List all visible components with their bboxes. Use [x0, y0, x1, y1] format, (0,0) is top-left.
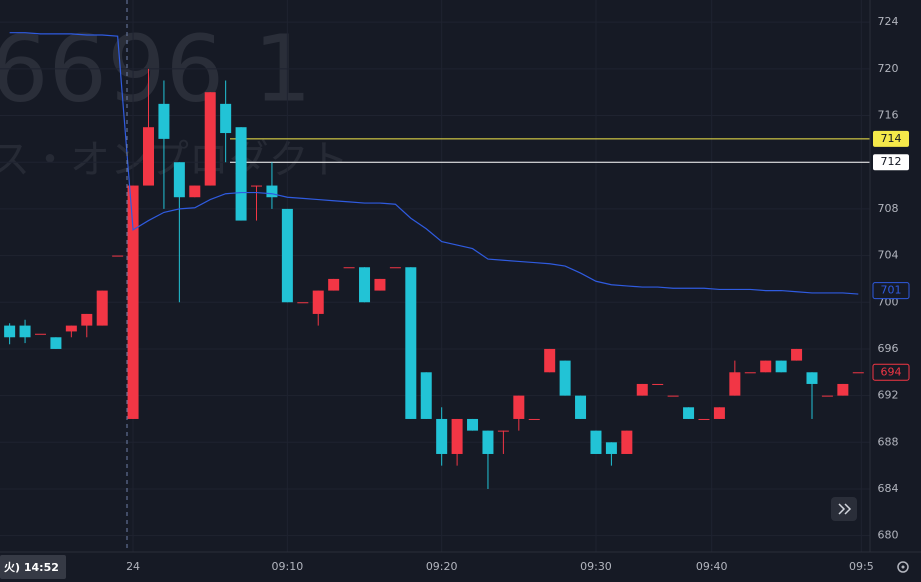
candle-body — [497, 430, 509, 432]
candle-body — [328, 278, 340, 291]
candle-body — [4, 325, 16, 338]
candle-body — [852, 372, 864, 374]
candle-body — [729, 372, 741, 396]
candle-body — [791, 348, 803, 361]
last-label: 694 — [881, 365, 902, 378]
y-tick-label: 704 — [878, 249, 899, 262]
price-label-box — [873, 130, 909, 147]
candle-body — [112, 255, 124, 257]
crosshair-time: 火) 14:52 — [4, 561, 59, 574]
candle-body — [713, 407, 725, 419]
price-label: 714 — [881, 132, 902, 145]
scroll-button[interactable] — [831, 497, 857, 521]
y-tick-label: 688 — [878, 435, 899, 448]
candle-body — [405, 267, 417, 419]
price-label-box — [873, 154, 909, 171]
plot — [4, 32, 870, 489]
candle-body — [683, 407, 695, 419]
candle-body — [359, 267, 371, 303]
candle-body — [50, 337, 62, 349]
candle-body — [744, 372, 756, 374]
candle-body — [374, 278, 386, 291]
candle-body — [297, 302, 309, 304]
candle-body — [220, 103, 232, 134]
candle-body — [544, 348, 556, 373]
candle-body — [605, 442, 617, 454]
candle-body — [760, 360, 772, 373]
candle-body — [235, 127, 247, 221]
vwap-line — [9, 32, 859, 295]
axes: 7247207167127087047006966926886846802409… — [126, 15, 910, 573]
candle-body — [451, 418, 463, 454]
candle-body — [775, 360, 787, 373]
candle-body — [204, 92, 216, 186]
candle-body — [467, 418, 479, 431]
x-tick-label: 09:10 — [272, 560, 304, 573]
candle-body — [158, 103, 170, 139]
candle-body — [806, 372, 818, 384]
candle-body — [143, 127, 154, 186]
candle-body — [636, 383, 648, 396]
last-label-box — [872, 282, 910, 300]
y-tick-label: 692 — [878, 389, 899, 402]
candle-body — [65, 325, 77, 332]
candle-body — [81, 313, 93, 326]
candle-body — [19, 325, 31, 338]
candle-body — [698, 418, 710, 420]
candle-body — [528, 418, 540, 420]
candle-body — [281, 208, 293, 303]
x-tick-label: 09:20 — [426, 560, 458, 573]
x-tick-label: 09:40 — [696, 560, 728, 573]
candle-body — [837, 383, 849, 396]
candle-body — [821, 395, 833, 397]
candle-body — [436, 418, 448, 454]
price-label: 712 — [881, 155, 902, 168]
candle-body — [34, 333, 46, 335]
candle-body — [312, 290, 324, 314]
candle-body — [513, 395, 525, 419]
candle-body — [621, 430, 633, 454]
candle-body — [96, 290, 108, 326]
candle-body — [389, 267, 401, 269]
candle-body — [482, 430, 494, 454]
x-tick-label: 09:5 — [849, 560, 874, 573]
candle-body — [667, 395, 679, 397]
y-tick-label: 708 — [878, 202, 899, 215]
x-tick-label: 09:30 — [580, 560, 612, 573]
candle-body — [189, 185, 201, 198]
candle-body — [590, 430, 602, 454]
candle-body — [127, 185, 139, 419]
y-tick-label: 680 — [878, 529, 899, 542]
y-tick-label: 720 — [878, 62, 899, 75]
candle-body — [343, 267, 355, 269]
candle-body — [559, 360, 571, 396]
y-tick-label: 724 — [878, 15, 899, 28]
candle-body — [420, 372, 432, 419]
candle-body — [251, 185, 263, 187]
crosshair-time-box — [0, 555, 66, 579]
candle-body — [266, 185, 278, 198]
settings-button[interactable] — [897, 561, 909, 573]
last-label: 701 — [881, 284, 902, 297]
x-tick-label: 24 — [126, 560, 140, 573]
candle-body — [575, 395, 587, 419]
candle-body — [652, 383, 664, 385]
candle-body — [173, 162, 185, 198]
y-tick-label: 684 — [878, 482, 899, 495]
last-label-box — [872, 363, 910, 381]
y-tick-label: 696 — [878, 342, 899, 355]
y-tick-label: 716 — [878, 109, 899, 122]
